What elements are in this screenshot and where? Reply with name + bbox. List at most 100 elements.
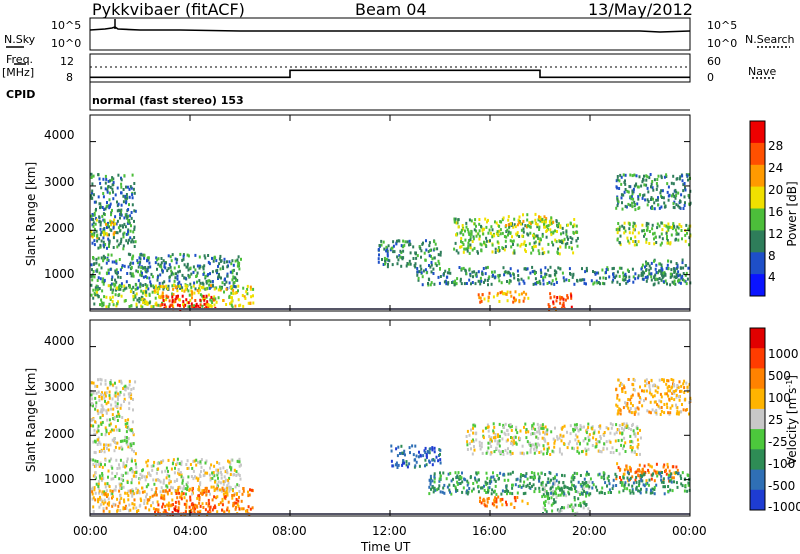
echo-cell	[195, 302, 198, 306]
echo-cell	[557, 222, 560, 226]
echo-cell	[114, 231, 117, 235]
echo-cell	[541, 220, 544, 224]
echo-cell	[123, 385, 126, 389]
echo-cell	[618, 228, 621, 232]
echo-cell	[155, 508, 158, 511]
echo-cell	[521, 234, 524, 238]
echo-cell	[613, 432, 616, 436]
echo-cell	[630, 411, 633, 415]
echo-cell	[197, 460, 199, 464]
echo-cell	[112, 282, 115, 286]
echo-cell	[100, 403, 103, 407]
echo-cell	[563, 486, 566, 490]
echo-cell	[648, 176, 651, 180]
echo-cell	[666, 465, 669, 469]
echo-cell	[456, 489, 459, 492]
echo-cell	[128, 383, 131, 387]
echo-cell	[199, 460, 202, 464]
echo-cell	[209, 298, 212, 302]
echo-cell	[624, 229, 627, 233]
echo-cell	[475, 431, 478, 435]
echo-cell	[593, 281, 596, 285]
echo-cell	[107, 221, 109, 225]
echo-cell	[611, 446, 614, 450]
echo-cell	[552, 450, 555, 454]
echo-cell	[656, 184, 659, 188]
echo-cell	[631, 488, 634, 492]
echo-cell	[229, 270, 232, 274]
echo-cell	[534, 272, 536, 276]
echo-cell	[464, 478, 467, 482]
echo-cell	[505, 500, 507, 504]
echo-cell	[555, 219, 558, 223]
echo-cell	[622, 489, 625, 493]
echo-cell	[546, 432, 549, 436]
echo-cell	[454, 471, 457, 475]
echo-cell	[193, 304, 196, 308]
echo-cell	[167, 284, 170, 288]
echo-cell	[636, 445, 639, 449]
echo-cell	[129, 468, 132, 472]
echo-cell	[569, 504, 571, 508]
echo-cell	[453, 219, 456, 223]
echo-cell	[92, 404, 94, 408]
echo-cell	[585, 503, 588, 506]
echo-cell	[649, 266, 652, 270]
echo-cell	[660, 273, 663, 277]
echo-cell	[531, 427, 534, 431]
echo-cell	[585, 492, 588, 496]
echo-cell	[210, 295, 213, 299]
echo-cell	[632, 280, 635, 284]
echo-cell	[632, 228, 635, 231]
echo-cell	[118, 466, 121, 470]
echo-cell	[669, 411, 672, 415]
echo-cell	[468, 442, 471, 446]
echo-cell	[164, 266, 167, 270]
echo-cell	[396, 466, 399, 469]
echo-cell	[654, 235, 657, 239]
echo-cell	[386, 254, 389, 258]
echo-cell	[684, 397, 687, 401]
echo-cell	[99, 206, 101, 210]
echo-cell	[214, 506, 217, 510]
echo-cell	[164, 509, 167, 513]
echo-cell	[645, 237, 648, 241]
echo-cell	[447, 281, 450, 285]
echo-cell	[177, 509, 180, 513]
echo-cell	[238, 458, 241, 462]
echo-cell	[667, 485, 670, 488]
echo-cell	[684, 273, 687, 277]
echo-cell	[109, 179, 111, 183]
echo-cell	[583, 477, 586, 481]
echo-cell	[560, 232, 562, 236]
echo-cell	[592, 483, 595, 487]
echo-cell	[616, 428, 619, 431]
echo-cell	[490, 225, 493, 229]
echo-cell	[539, 268, 542, 272]
echo-cell	[553, 501, 556, 504]
echo-cell	[487, 283, 489, 287]
echo-cell	[615, 274, 618, 278]
echo-cell	[592, 436, 595, 440]
echo-cell	[121, 474, 124, 478]
echo-cell	[97, 482, 100, 486]
echo-cell	[427, 282, 429, 285]
echo-cell	[113, 449, 116, 453]
echo-cell	[638, 175, 641, 179]
echo-cell	[103, 450, 106, 454]
echo-cell	[232, 263, 235, 267]
echo-cell	[496, 440, 499, 444]
echo-cell	[479, 496, 482, 500]
echo-cell	[465, 282, 468, 285]
echo-cell	[170, 273, 173, 277]
echo-cell	[101, 410, 104, 414]
echo-cell	[147, 287, 150, 291]
echo-cell	[451, 281, 453, 284]
echo-cell	[509, 267, 512, 271]
echo-cell	[152, 305, 155, 309]
echo-cell	[156, 462, 159, 466]
echo-cell	[661, 237, 664, 241]
echo-cell	[538, 225, 541, 229]
echo-cell	[534, 277, 537, 281]
echo-cell	[169, 255, 172, 259]
